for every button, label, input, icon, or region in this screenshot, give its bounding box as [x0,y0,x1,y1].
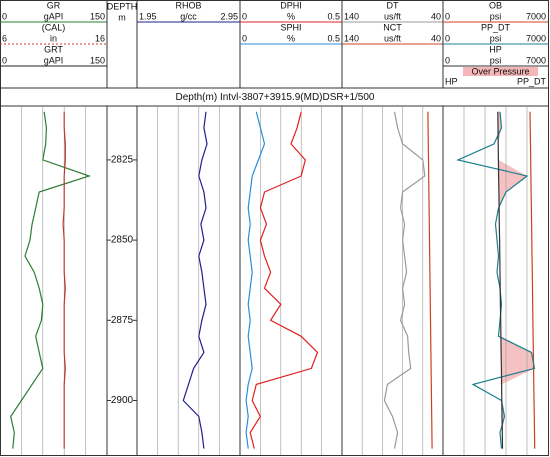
scale-max: 7000 [526,11,546,21]
scale-unit: in [50,33,57,43]
curve-name: SPHI [280,22,301,32]
chart-title: Depth(m) Intvl-3807+3915.9(MD)DSR+1/500 [176,92,375,103]
log-curve [249,111,319,449]
scale-min: 140 [344,11,359,21]
log-curve [497,111,504,449]
legend-swatch [463,67,538,76]
scale-max: 150 [90,11,105,21]
scale-max: 7000 [526,55,546,65]
scale-max: 7000 [526,33,546,43]
scale-unit: % [287,33,295,43]
log-curve [62,111,66,449]
scale-min: 0 [242,11,247,21]
depth-tick-label: 2900 [111,395,134,406]
scale-max: 16 [95,33,105,43]
scale-unit: us/ft [384,11,402,21]
legend-label: Over Pressure [471,66,529,76]
scale-max: 40 [431,11,441,21]
scale-unit: psi [490,33,502,43]
scale-min: 6 [2,33,7,43]
scale-unit: gAPI [44,11,64,21]
scale-unit: gAPI [44,55,64,65]
scale-max: 150 [90,55,105,65]
scale-min: 0 [445,33,450,43]
scale-unit: psi [490,55,502,65]
pressure-fill [497,111,535,449]
scale-max: 40 [431,33,441,43]
scale-min: 0 [2,11,7,21]
depth-tick-label: 2850 [111,235,134,246]
scale-max: 0.5 [327,11,340,21]
scale-max: 0.5 [327,33,340,43]
depth-unit: m [118,12,126,22]
curve-name: NCT [383,22,402,32]
curve-name: GR [47,0,61,10]
curve-name: HP [489,44,502,54]
scale-max: 2.95 [220,11,238,21]
curve-name: DT [387,0,399,10]
scale-unit: % [287,11,295,21]
curve-name: (CAL) [42,22,66,32]
scale-unit: us/ft [384,33,402,43]
curve-name: GRT [44,44,63,54]
log-curve [383,111,426,449]
curve-name: PP_DT [481,22,511,32]
log-curve [245,111,266,449]
curve-name: OB [489,0,502,10]
log-curve [10,111,92,449]
log-curve [427,111,433,449]
scale-min: 0 [242,33,247,43]
log-curve [182,111,208,449]
depth-title: DEPTH [107,1,138,11]
scale-min: 0 [445,11,450,21]
scale-min: 140 [344,33,359,43]
scale-min: 0 [445,55,450,65]
fill-left: HP [445,76,458,86]
curve-name: DPHI [280,0,302,10]
depth-tick-label: 2875 [111,315,134,326]
scale-unit: g/cc [180,11,197,21]
scale-min: 1.95 [139,11,157,21]
scale-unit: psi [490,11,502,21]
fill-right: PP_DT [517,76,547,86]
depth-tick-label: 2825 [111,155,134,166]
log-curve [456,111,536,449]
curve-name: RHOB [175,0,201,10]
log-curve [529,111,536,449]
scale-min: 0 [2,55,7,65]
